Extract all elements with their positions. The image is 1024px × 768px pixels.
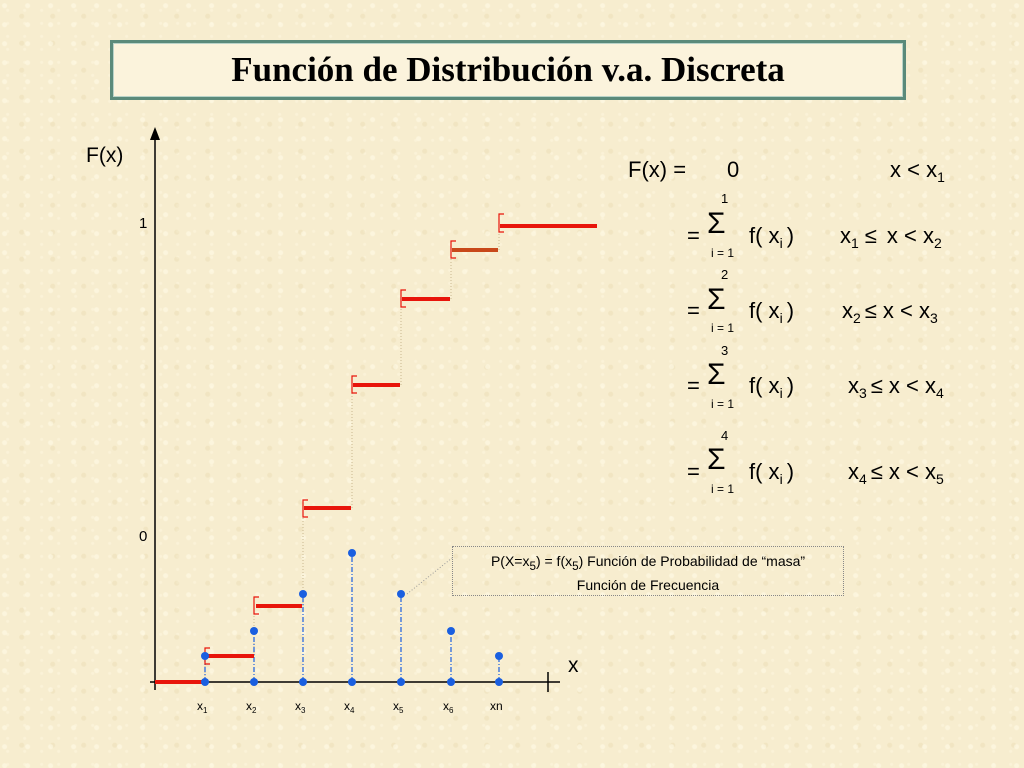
axis-point: [495, 678, 503, 686]
axis-point: [348, 678, 356, 686]
x-tick-label: x4: [344, 699, 355, 715]
axis-point: [397, 678, 405, 686]
x-tick-label: x3: [295, 699, 306, 715]
row-condition: x3 ≤ x < x4: [848, 373, 944, 401]
y-axis-label: F(x): [86, 144, 123, 167]
sum-term: f( xi): [749, 298, 794, 326]
pmf-points: [201, 549, 503, 686]
x-tick-label: x6: [443, 699, 454, 715]
x-tick-label: xn: [490, 699, 503, 713]
sum-term: f( xi): [749, 223, 794, 251]
note-leader: [406, 557, 453, 595]
tick-one-label: 1: [139, 215, 147, 232]
row-condition: x4 ≤ x < x5: [848, 459, 944, 487]
mass-point: [348, 549, 356, 557]
x-tick-label: x5: [393, 699, 404, 715]
sigma-symbol: Σ: [707, 443, 726, 476]
x-axis-label: x: [568, 654, 579, 677]
sum-lower: i = 1: [711, 246, 734, 260]
eq-sign: =: [687, 373, 700, 398]
formula-first-value: 0: [727, 157, 739, 182]
sum-upper: 3: [721, 343, 728, 358]
tick-zero-label: 0: [139, 528, 147, 545]
mass-point: [250, 627, 258, 635]
mass-point: [397, 590, 405, 598]
mass-point: [201, 652, 209, 660]
bracket: [498, 213, 504, 233]
mass-point: [495, 652, 503, 660]
formula-block: F(x) = 0 x < x1 1 = Σ i = 1 f( xi) x1 ≤ x …: [628, 157, 945, 496]
note-line-2: Función de Frecuencia: [576, 576, 720, 593]
bracket: [351, 375, 357, 394]
x-tick-label: x1: [197, 699, 208, 715]
sigma-symbol: Σ: [707, 358, 726, 391]
x-tick-labels: x1 x2 x3 x4 x5 x6 xn: [197, 699, 503, 715]
page-title: Función de Distribución v.a. Discreta: [231, 50, 785, 89]
step-segments: [155, 224, 597, 684]
formula-lead: F(x) =: [628, 157, 686, 182]
eq-sign: =: [687, 459, 700, 484]
sum-lower: i = 1: [711, 397, 734, 411]
sigma-symbol: Σ: [707, 283, 726, 316]
pmf-note: P(X=x5) = f(x5) Función de Probabilidad …: [452, 546, 844, 596]
bracket: [400, 289, 406, 308]
bracket: [302, 499, 308, 518]
eq-sign: =: [687, 223, 700, 248]
mass-point: [299, 590, 307, 598]
x-tick-label: x2: [246, 699, 257, 715]
bracket: [450, 240, 456, 259]
title-box: Función de Distribución v.a. Discreta: [110, 40, 906, 100]
row-condition: x1 ≤ x < x2: [840, 223, 942, 251]
axis-point: [201, 678, 209, 686]
pmf-stems: [204, 553, 500, 682]
axis-point: [447, 678, 455, 686]
formula-first-condition: x < x1: [890, 157, 945, 185]
sum-term: f( xi): [749, 459, 794, 487]
sum-upper: 4: [721, 428, 728, 443]
sum-upper: 2: [721, 267, 728, 282]
note-line-1: P(X=x5) = f(x5) Función de Probabilidad …: [490, 553, 806, 573]
sigma-symbol: Σ: [707, 207, 726, 240]
axis-point: [299, 678, 307, 686]
step-brackets: [204, 213, 504, 665]
bracket: [253, 596, 259, 615]
sum-lower: i = 1: [711, 482, 734, 496]
sum-lower: i = 1: [711, 321, 734, 335]
row-condition: x2 ≤ x < x3: [842, 298, 938, 326]
mass-point: [447, 627, 455, 635]
eq-sign: =: [687, 298, 700, 323]
y-axis-arrow: [150, 127, 160, 140]
sum-term: f( xi): [749, 373, 794, 401]
step-connectors: [204, 226, 500, 682]
sum-upper: 1: [721, 191, 728, 206]
axis-point: [250, 678, 258, 686]
